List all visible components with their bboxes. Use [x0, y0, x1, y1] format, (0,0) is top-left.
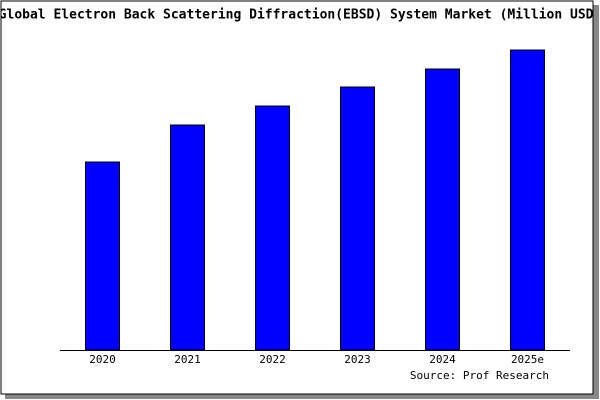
x-tick-label: 2023: [344, 353, 371, 366]
chart-title: Global Electron Back Scattering Diffract…: [0, 8, 600, 23]
bar: [510, 49, 545, 351]
x-tick-label: 2021: [174, 353, 201, 366]
x-tick-label: 2022: [259, 353, 286, 366]
bar: [170, 124, 205, 351]
bar: [255, 105, 290, 351]
bar: [340, 86, 375, 351]
x-tick-label: 2020: [89, 353, 116, 366]
source-note: Source: Prof Research: [410, 369, 549, 382]
bar: [425, 68, 460, 351]
x-tick-label: 2025e: [511, 353, 544, 366]
bar: [85, 161, 120, 351]
x-tick-label: 2024: [429, 353, 456, 366]
